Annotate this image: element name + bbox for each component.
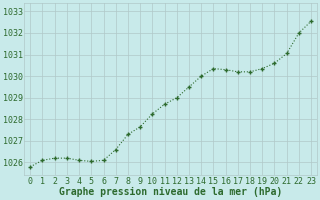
X-axis label: Graphe pression niveau de la mer (hPa): Graphe pression niveau de la mer (hPa)	[59, 187, 282, 197]
